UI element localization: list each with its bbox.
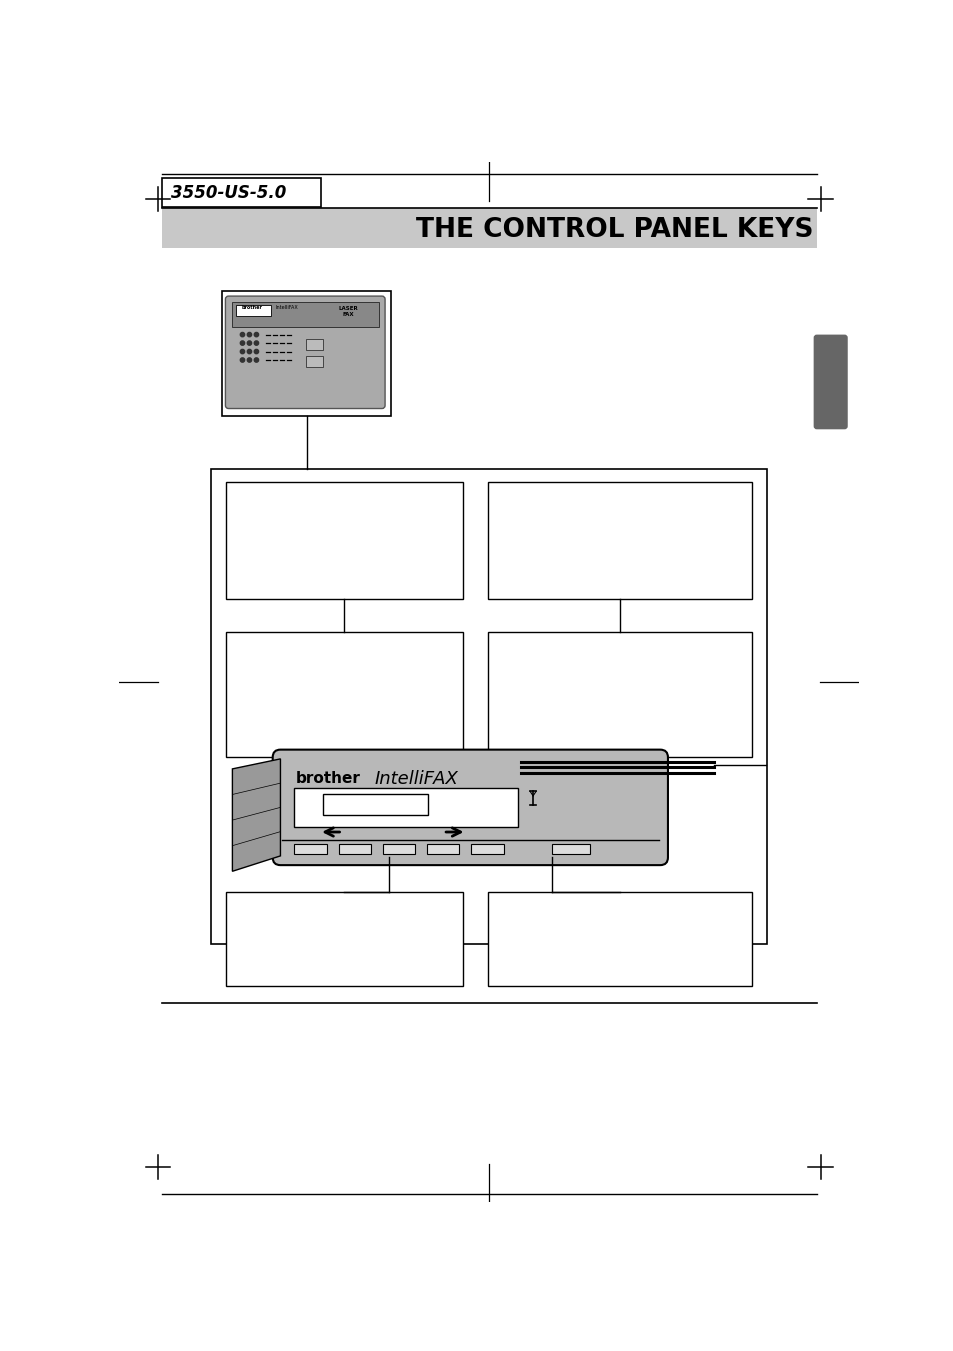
Bar	[162, 177, 320, 207]
Bar	[236, 305, 271, 316]
FancyBboxPatch shape	[813, 335, 847, 430]
Bar	[471, 843, 503, 854]
Circle shape	[254, 358, 258, 362]
Bar	[162, 208, 816, 249]
Circle shape	[247, 332, 252, 336]
Bar	[382, 843, 415, 854]
Bar	[306, 339, 323, 350]
Bar	[551, 843, 590, 854]
Bar	[232, 303, 378, 327]
Text: brother: brother	[241, 305, 262, 311]
Polygon shape	[233, 759, 280, 871]
Bar	[306, 357, 323, 367]
Bar	[488, 482, 751, 600]
Bar	[427, 843, 459, 854]
Bar	[338, 843, 371, 854]
Bar	[211, 469, 766, 944]
Text: IntelliFAX: IntelliFAX	[374, 770, 457, 788]
Circle shape	[240, 340, 244, 346]
FancyBboxPatch shape	[273, 750, 667, 865]
Circle shape	[240, 332, 244, 336]
Bar	[294, 843, 327, 854]
Circle shape	[254, 350, 258, 354]
Bar	[488, 632, 751, 757]
Bar	[323, 793, 427, 815]
Text: 3550-US-5.0: 3550-US-5.0	[171, 184, 286, 201]
Circle shape	[247, 350, 252, 354]
Circle shape	[247, 358, 252, 362]
Text: brother: brother	[295, 771, 360, 786]
Text: THE CONTROL PANEL KEYS: THE CONTROL PANEL KEYS	[416, 218, 813, 243]
Circle shape	[240, 350, 244, 354]
Bar	[222, 292, 391, 416]
Bar	[226, 482, 462, 600]
Circle shape	[240, 358, 244, 362]
Text: LASER
FAX: LASER FAX	[338, 307, 358, 317]
Bar	[488, 892, 751, 986]
FancyBboxPatch shape	[225, 296, 385, 408]
Bar	[226, 892, 462, 986]
Text: IntelliFAX: IntelliFAX	[275, 305, 297, 311]
Bar	[226, 632, 462, 757]
Bar	[294, 788, 517, 827]
Circle shape	[254, 332, 258, 336]
Circle shape	[247, 340, 252, 346]
Circle shape	[254, 340, 258, 346]
